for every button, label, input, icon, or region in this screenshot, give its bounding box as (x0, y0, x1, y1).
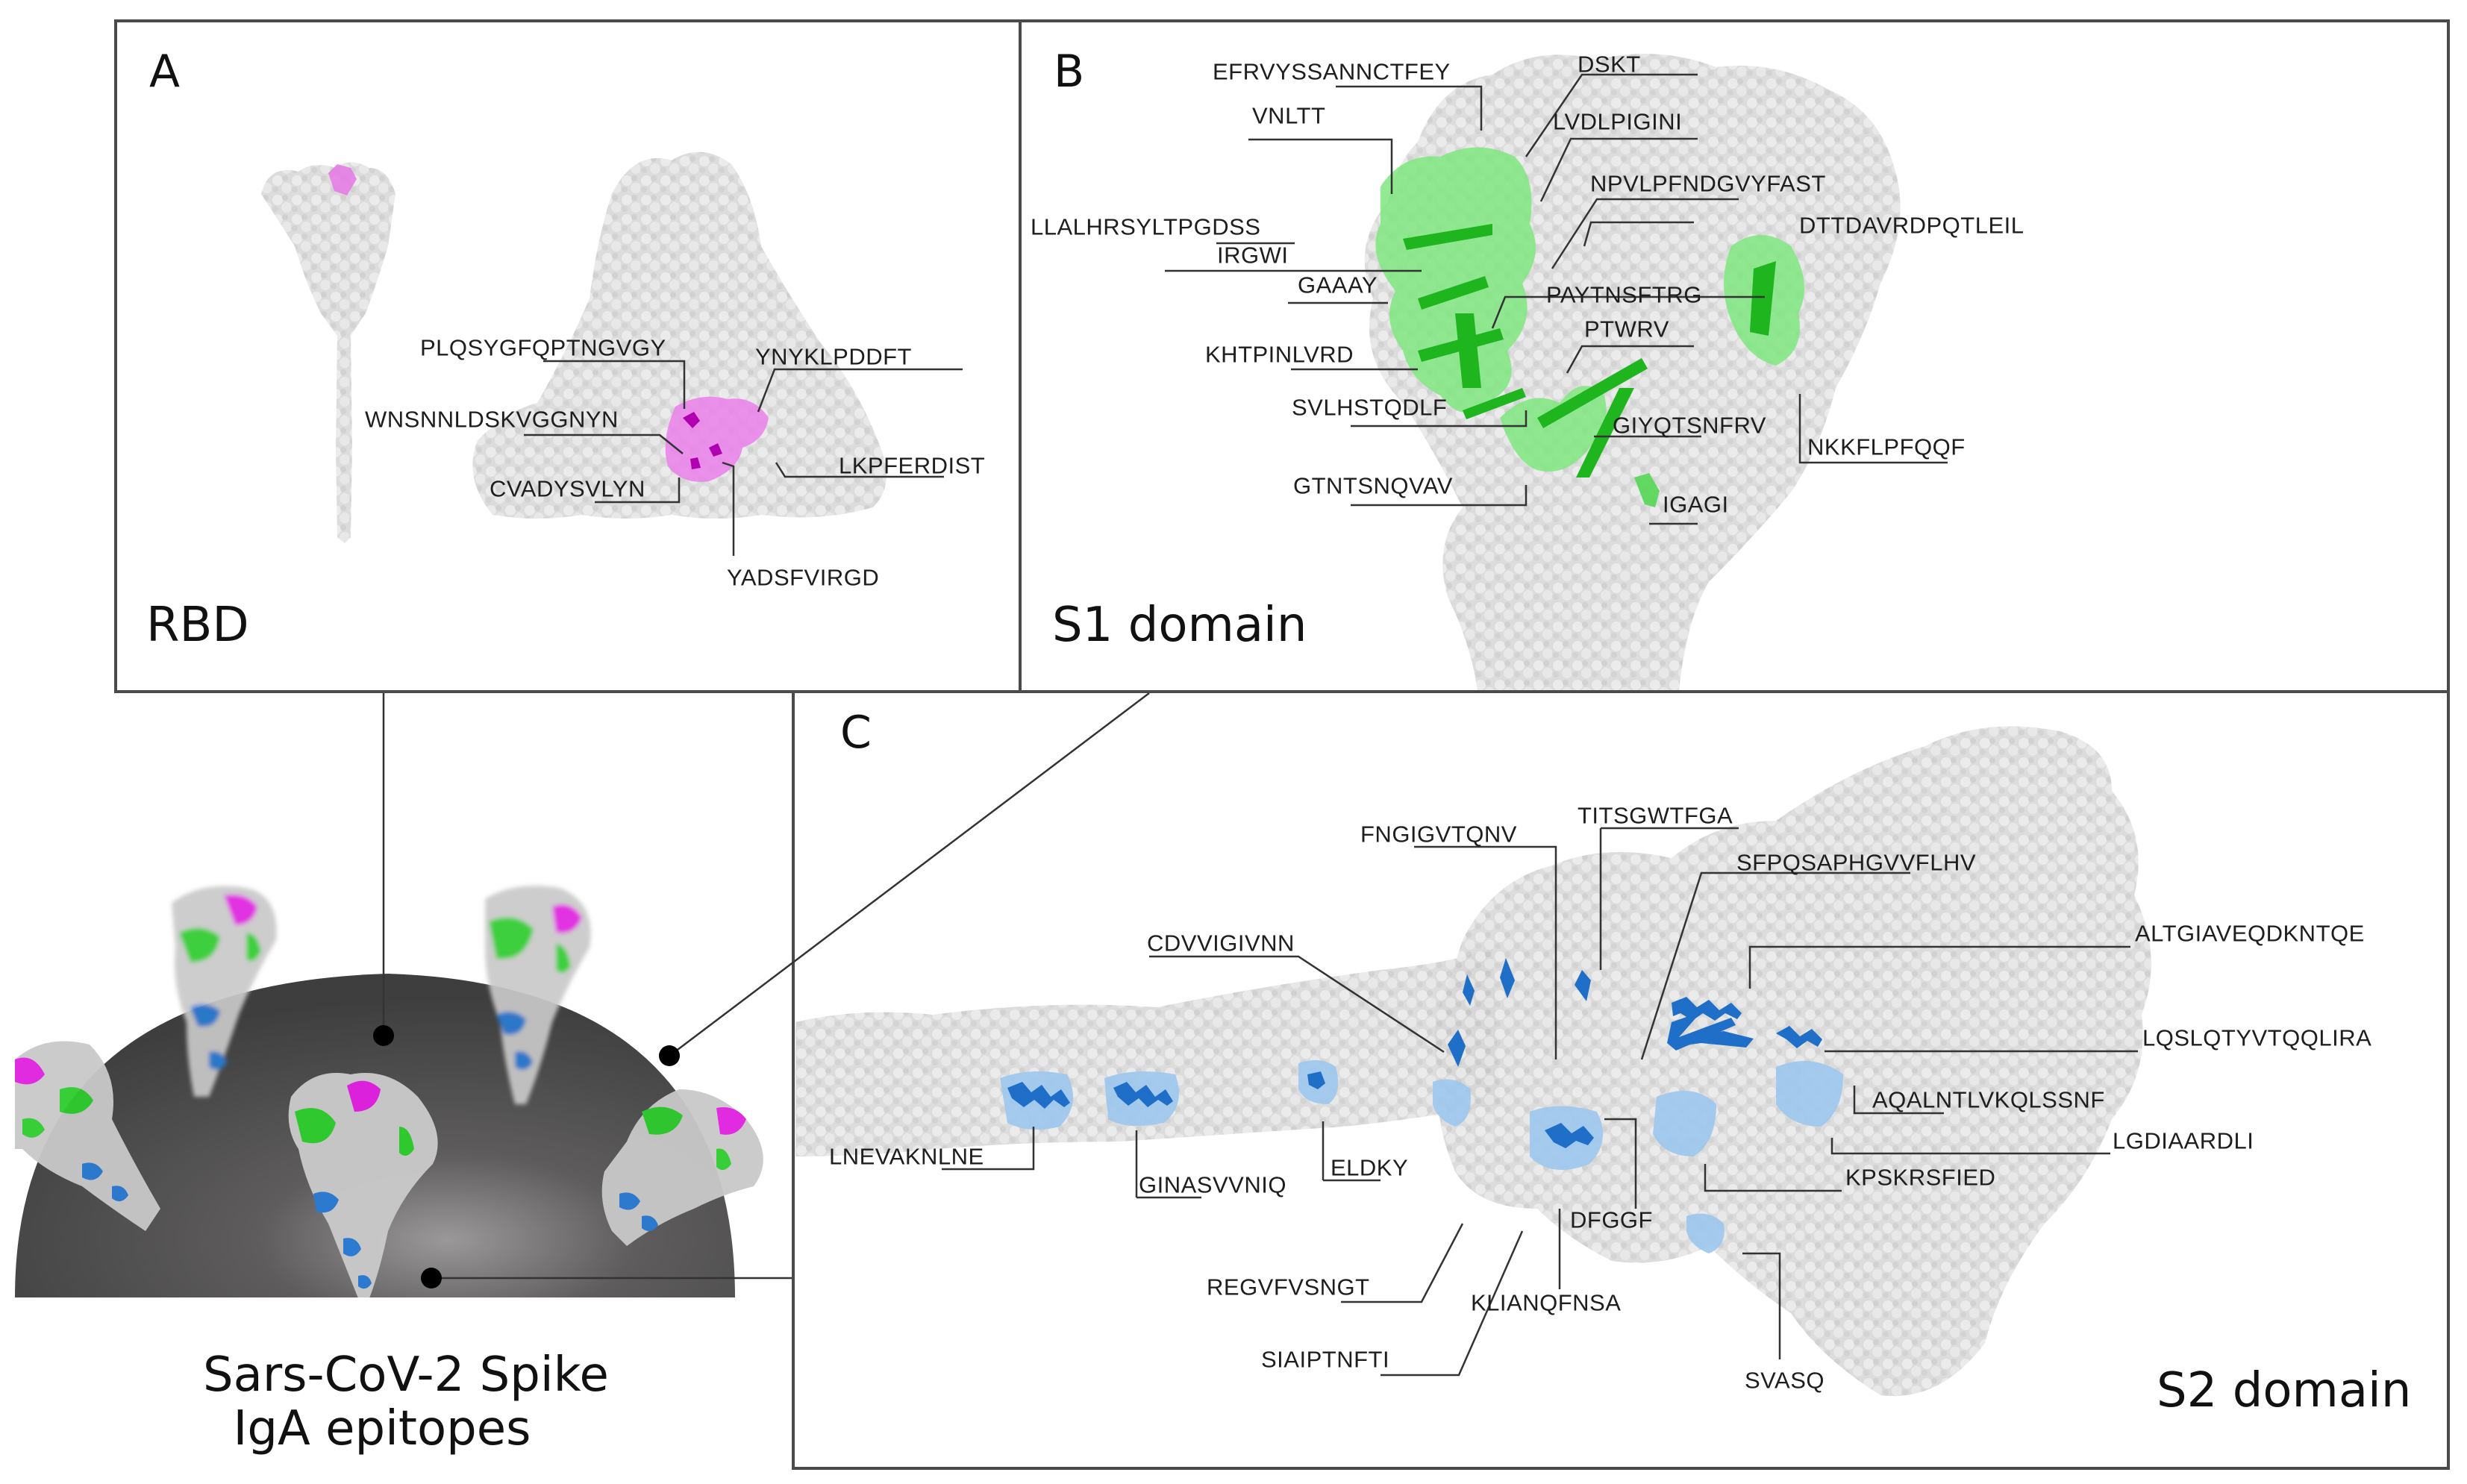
epitope-label-c: SVASQ (1745, 1367, 1825, 1394)
epitope-label-a: WNSNNLDSKVGGNYN (365, 406, 619, 433)
panel-b-title: S1 domain (1052, 598, 1307, 653)
epitope-label-c: ALTGIAVEQDKNTQE (2135, 920, 2365, 947)
epitope-label-b: NKKFLPFQQF (1807, 433, 1966, 460)
epitope-label-c: ELDKY (1331, 1154, 1409, 1181)
panel-b-letter: B (1054, 46, 1085, 98)
epitope-label-c: LQSLQTYVTQQLIRA (2142, 1024, 2372, 1051)
epitope-label-c: GINASVVNIQ (1139, 1171, 1286, 1198)
caption-line-1: Sars-CoV-2 Spike (203, 1347, 609, 1403)
epitope-label-c: AQALNTLVKQLSSNF (1872, 1086, 2105, 1113)
epitope-label-a: PLQSYGFQPTNGVGY (420, 334, 666, 361)
epitope-label-a: CVADYSVLYN (490, 475, 645, 502)
epitope-label-b: LVDLPIGINI (1553, 108, 1683, 135)
epitope-label-c: DFGGF (1570, 1206, 1653, 1233)
figure-caption: Sars-CoV-2 Spike IgA epitopes (203, 1347, 609, 1456)
panel-c-title: S2 domain (2157, 1363, 2412, 1418)
panel-a-title: RBD (146, 598, 249, 653)
epitope-label-c: FNGIGVTQNV (1360, 821, 1517, 848)
epitope-label-b: DSKT (1578, 51, 1641, 78)
epitope-label-c: KLIANQFNSA (1471, 1289, 1622, 1316)
epitope-label-c: CDVVIGIVNN (1147, 930, 1295, 957)
epitope-label-c: SFPQSAPHGVVFLHV (1736, 849, 1977, 876)
connector-dots (373, 1025, 680, 1289)
panel-c-letter: C (840, 707, 872, 759)
epitope-label-a: YNYKLPDDFT (755, 343, 912, 370)
epitope-label-c: LGDIAARDLI (2113, 1127, 2254, 1154)
epitope-label-c: TITSGWTFGA (1578, 802, 1733, 829)
epitope-label-a: LKPFERDIST (839, 452, 986, 479)
epitope-label-c: SIAIPTNFTI (1261, 1346, 1390, 1373)
rbd-anchor-dot (373, 1025, 394, 1046)
epitope-label-b: PAYTNSFTRG (1546, 281, 1702, 308)
epitope-label-b: IRGWI (1217, 242, 1289, 269)
s1-anchor-dot (659, 1045, 680, 1066)
epitope-label-c: LNEVAKNLNE (829, 1143, 984, 1170)
epitope-label-b: PTWRV (1584, 316, 1669, 342)
epitope-label-a: YADSFVIRGD (727, 564, 880, 591)
caption-line-2: IgA epitopes (233, 1400, 531, 1456)
virion-illustration (15, 886, 763, 1299)
epitope-label-b: DTTDAVRDPQTLEIL (1799, 212, 2024, 239)
epitope-label-b: KHTPINLVRD (1205, 341, 1354, 368)
virion-sphere (15, 974, 735, 1298)
epitope-label-b: IGAGI (1663, 491, 1729, 518)
epitope-label-b: EFRVYSSANNCTFEY (1213, 58, 1451, 85)
panel-a-letter: A (149, 46, 181, 98)
epitope-label-b: LLALHRSYLTPGDSS (1031, 213, 1261, 240)
s2-anchor-dot (421, 1268, 442, 1289)
epitope-label-c: KPSKRSFIED (1845, 1164, 1996, 1191)
epitope-label-c: REGVFVSNGT (1207, 1274, 1370, 1300)
epitope-label-b: NPVLPFNDGVYFAST (1590, 170, 1826, 197)
epitope-label-b: SVLHSTQDLF (1292, 394, 1448, 421)
epitope-label-b: VNLTT (1252, 102, 1326, 129)
epitope-label-b: GAAAY (1298, 272, 1378, 298)
epitope-label-b: GTNTSNQVAV (1293, 472, 1453, 499)
epitope-label-b: GIYQTSNFRV (1613, 412, 1766, 439)
